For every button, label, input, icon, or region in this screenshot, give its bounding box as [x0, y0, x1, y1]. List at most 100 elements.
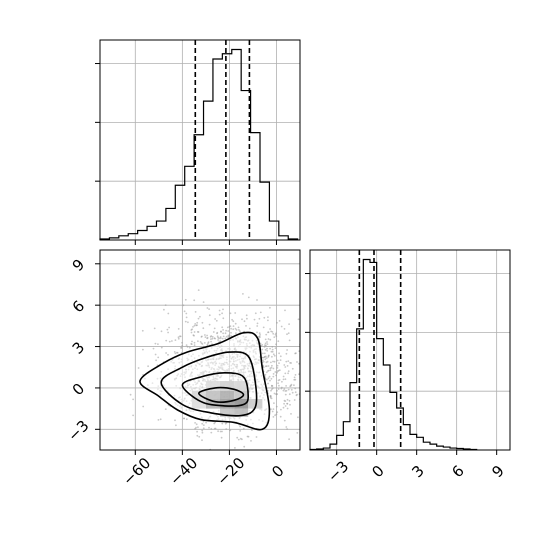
scatter-point	[232, 325, 235, 327]
scatter-point	[288, 339, 291, 342]
scatter-point	[197, 426, 199, 429]
scatter-point	[192, 326, 194, 328]
scatter-point	[338, 344, 340, 346]
scatter-point	[278, 352, 280, 355]
scatter-point	[267, 338, 270, 340]
scatter-point	[207, 342, 210, 345]
scatter-point	[270, 330, 272, 333]
scatter-point	[273, 354, 276, 357]
scatter-point	[219, 336, 222, 338]
scatter-point	[190, 329, 193, 331]
scatter-point	[277, 340, 280, 343]
scatter-point	[239, 425, 242, 428]
scatter-point	[273, 336, 276, 338]
scatter-point	[261, 348, 264, 351]
scatter-point	[286, 365, 289, 367]
scatter-point	[279, 359, 282, 361]
scatter-point	[282, 375, 285, 378]
scatter-point	[275, 332, 277, 335]
scatter-point	[304, 347, 306, 349]
scatter-point	[296, 393, 298, 396]
scatter-point	[142, 348, 144, 351]
scatter-point	[230, 331, 232, 334]
scatter-point	[274, 347, 277, 349]
scatter-point	[271, 346, 274, 348]
scatter-point	[177, 328, 180, 330]
scatter-point	[222, 317, 225, 320]
scatter-point	[290, 383, 293, 386]
scatter-point	[286, 407, 289, 410]
scatter-point	[206, 334, 209, 337]
scatter-point	[232, 320, 235, 323]
scatter-point	[147, 365, 150, 368]
scatter-point	[262, 366, 265, 369]
scatter-point	[210, 338, 212, 340]
scatter-point	[276, 411, 279, 414]
scatter-point	[269, 347, 271, 350]
scatter-point	[218, 313, 221, 316]
scatter-point	[152, 347, 155, 350]
scatter-point	[195, 426, 197, 429]
scatter-point	[283, 402, 285, 405]
scatter-point	[210, 340, 213, 343]
scatter-point	[264, 358, 267, 361]
scatter-point	[232, 328, 235, 331]
scatter-point	[243, 320, 246, 323]
scatter-point	[225, 335, 228, 338]
scatter-point	[202, 457, 204, 459]
scatter-point	[285, 385, 287, 387]
scatter-point	[228, 335, 231, 338]
scatter-point	[284, 366, 287, 368]
scatter-point	[272, 416, 275, 418]
scatter-point	[267, 377, 270, 380]
scatter-point	[289, 403, 291, 406]
scatter-point	[272, 373, 275, 375]
scatter-point	[273, 360, 276, 363]
scatter-point	[247, 296, 250, 299]
density-contour-1	[160, 351, 258, 417]
scatter-point	[284, 390, 287, 392]
scatter-point	[270, 389, 272, 392]
scatter-point	[275, 343, 277, 346]
scatter-point	[302, 366, 304, 368]
scatter-point	[276, 371, 278, 374]
scatter-point	[264, 338, 267, 341]
scatter-point	[269, 394, 272, 397]
scatter-point	[302, 317, 304, 319]
scatter-point	[287, 360, 290, 362]
scatter-point	[201, 321, 204, 324]
scatter-point	[248, 327, 251, 330]
scatter-point	[163, 308, 165, 311]
scatter-point	[267, 355, 270, 357]
scatter-point	[270, 397, 273, 400]
scatter-point	[194, 323, 197, 325]
scatter-point	[245, 325, 247, 327]
scatter-point	[171, 340, 173, 342]
scatter-point	[186, 346, 189, 348]
scatter-point	[168, 326, 171, 329]
scatter-point	[297, 318, 300, 321]
scatter-point	[256, 299, 258, 301]
density-frame	[99, 249, 301, 451]
scatter-point	[286, 428, 288, 430]
scatter-point	[214, 318, 217, 320]
scatter-point	[258, 336, 260, 338]
scatter-point	[302, 358, 304, 360]
scatter-point	[165, 352, 168, 354]
histogram-y-panel: −3 0 3 6 9	[305, 249, 511, 486]
scatter-point	[141, 329, 144, 332]
scatter-point	[274, 414, 276, 417]
scatter-point	[256, 325, 259, 327]
scatter-point	[261, 356, 264, 359]
scatter-point	[194, 311, 197, 313]
scatter-point	[273, 402, 275, 404]
scatter-point	[282, 406, 285, 409]
scatter-point	[219, 430, 222, 433]
scatter-point	[155, 359, 158, 362]
scatter-point	[293, 384, 295, 387]
scatter-point	[287, 388, 290, 391]
scatter-point	[270, 408, 272, 411]
scatter-point	[278, 384, 280, 387]
scatter-point	[274, 371, 277, 373]
